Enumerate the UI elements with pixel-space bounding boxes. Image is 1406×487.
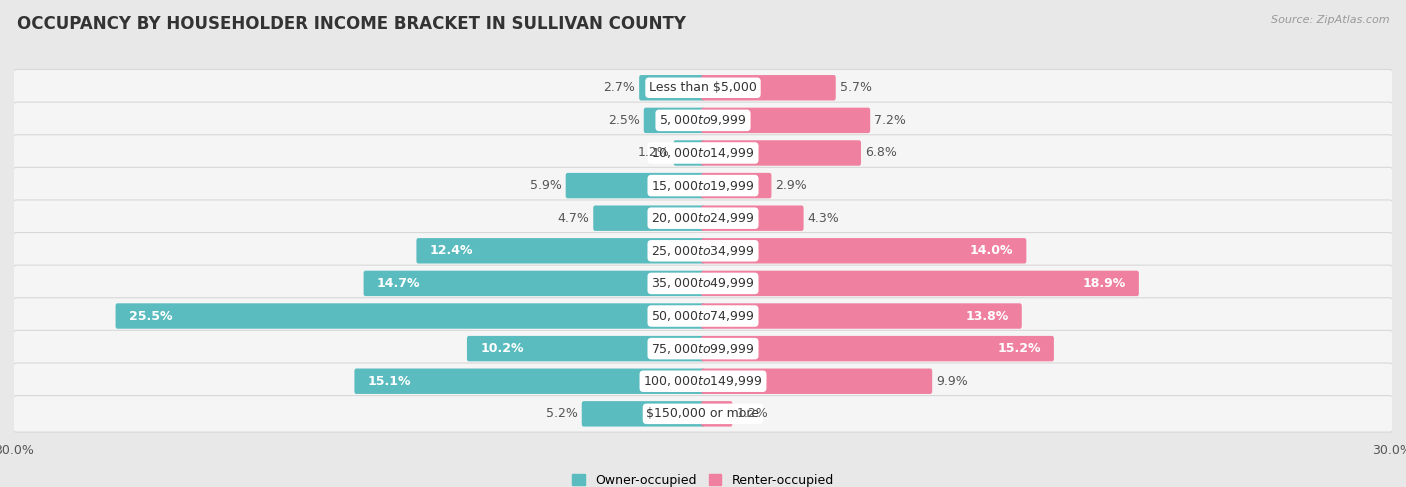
FancyBboxPatch shape xyxy=(13,265,1393,301)
FancyBboxPatch shape xyxy=(673,140,704,166)
Text: $20,000 to $24,999: $20,000 to $24,999 xyxy=(651,211,755,225)
Text: 12.4%: 12.4% xyxy=(430,244,474,257)
Text: 25.5%: 25.5% xyxy=(129,310,173,322)
Text: 4.3%: 4.3% xyxy=(807,212,839,225)
FancyBboxPatch shape xyxy=(702,140,860,166)
Text: Less than $5,000: Less than $5,000 xyxy=(650,81,756,94)
FancyBboxPatch shape xyxy=(13,102,1393,139)
FancyBboxPatch shape xyxy=(702,206,804,231)
FancyBboxPatch shape xyxy=(702,173,772,198)
FancyBboxPatch shape xyxy=(13,70,1393,106)
FancyBboxPatch shape xyxy=(593,206,704,231)
FancyBboxPatch shape xyxy=(416,238,704,263)
Text: 1.2%: 1.2% xyxy=(737,407,768,420)
Text: 5.7%: 5.7% xyxy=(839,81,872,94)
Text: 14.0%: 14.0% xyxy=(970,244,1012,257)
Text: $35,000 to $49,999: $35,000 to $49,999 xyxy=(651,277,755,290)
FancyBboxPatch shape xyxy=(640,75,704,100)
Text: 7.2%: 7.2% xyxy=(875,114,905,127)
FancyBboxPatch shape xyxy=(13,363,1393,399)
FancyBboxPatch shape xyxy=(354,369,704,394)
FancyBboxPatch shape xyxy=(702,238,1026,263)
Text: 10.2%: 10.2% xyxy=(481,342,524,355)
Text: 15.2%: 15.2% xyxy=(997,342,1040,355)
Text: 2.7%: 2.7% xyxy=(603,81,636,94)
FancyBboxPatch shape xyxy=(13,395,1393,432)
Text: 14.7%: 14.7% xyxy=(377,277,420,290)
Text: $150,000 or more: $150,000 or more xyxy=(647,407,759,420)
FancyBboxPatch shape xyxy=(13,330,1393,367)
Text: 13.8%: 13.8% xyxy=(965,310,1008,322)
FancyBboxPatch shape xyxy=(364,271,704,296)
Text: $50,000 to $74,999: $50,000 to $74,999 xyxy=(651,309,755,323)
Text: $15,000 to $19,999: $15,000 to $19,999 xyxy=(651,179,755,192)
FancyBboxPatch shape xyxy=(702,369,932,394)
FancyBboxPatch shape xyxy=(702,75,835,100)
Text: 5.9%: 5.9% xyxy=(530,179,562,192)
FancyBboxPatch shape xyxy=(13,298,1393,334)
Text: $10,000 to $14,999: $10,000 to $14,999 xyxy=(651,146,755,160)
Text: 18.9%: 18.9% xyxy=(1083,277,1126,290)
FancyBboxPatch shape xyxy=(702,336,1054,361)
Legend: Owner-occupied, Renter-occupied: Owner-occupied, Renter-occupied xyxy=(568,469,838,487)
FancyBboxPatch shape xyxy=(467,336,704,361)
Text: 6.8%: 6.8% xyxy=(865,147,897,159)
Text: 4.7%: 4.7% xyxy=(557,212,589,225)
Text: 2.9%: 2.9% xyxy=(775,179,807,192)
FancyBboxPatch shape xyxy=(115,303,704,329)
FancyBboxPatch shape xyxy=(582,401,704,427)
Text: 15.1%: 15.1% xyxy=(368,375,411,388)
FancyBboxPatch shape xyxy=(565,173,704,198)
FancyBboxPatch shape xyxy=(702,271,1139,296)
FancyBboxPatch shape xyxy=(13,168,1393,204)
Text: $25,000 to $34,999: $25,000 to $34,999 xyxy=(651,244,755,258)
Text: 9.9%: 9.9% xyxy=(936,375,967,388)
FancyBboxPatch shape xyxy=(13,233,1393,269)
Text: $5,000 to $9,999: $5,000 to $9,999 xyxy=(659,113,747,128)
Text: $100,000 to $149,999: $100,000 to $149,999 xyxy=(644,374,762,388)
FancyBboxPatch shape xyxy=(702,303,1022,329)
FancyBboxPatch shape xyxy=(644,108,704,133)
Text: OCCUPANCY BY HOUSEHOLDER INCOME BRACKET IN SULLIVAN COUNTY: OCCUPANCY BY HOUSEHOLDER INCOME BRACKET … xyxy=(17,15,686,33)
Text: 5.2%: 5.2% xyxy=(546,407,578,420)
Text: 2.5%: 2.5% xyxy=(607,114,640,127)
FancyBboxPatch shape xyxy=(702,401,733,427)
Text: 1.2%: 1.2% xyxy=(638,147,669,159)
Text: $75,000 to $99,999: $75,000 to $99,999 xyxy=(651,341,755,356)
FancyBboxPatch shape xyxy=(13,135,1393,171)
FancyBboxPatch shape xyxy=(702,108,870,133)
Text: Source: ZipAtlas.com: Source: ZipAtlas.com xyxy=(1271,15,1389,25)
FancyBboxPatch shape xyxy=(13,200,1393,237)
